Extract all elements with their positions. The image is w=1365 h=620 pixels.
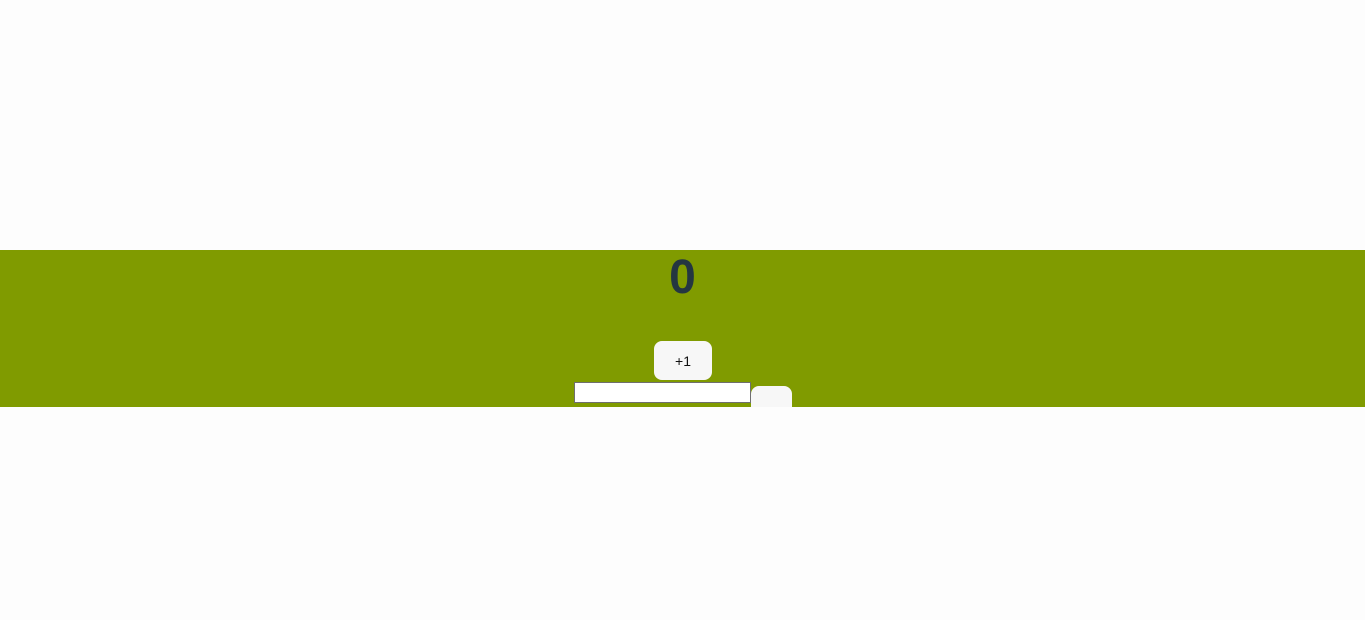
- increment-button[interactable]: +1: [654, 341, 712, 380]
- counter-value: 0: [669, 251, 696, 304]
- amount-input[interactable]: [574, 382, 751, 403]
- add-amount-button[interactable]: [751, 386, 792, 407]
- counter-panel: [0, 250, 1365, 407]
